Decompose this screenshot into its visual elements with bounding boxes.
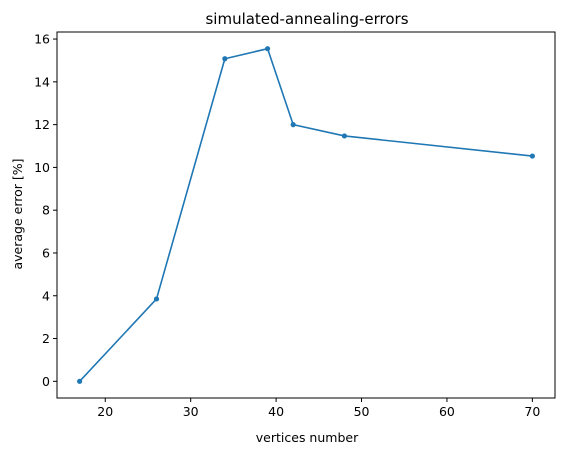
plot-frame (56, 31, 556, 399)
data-point (341, 133, 348, 139)
plot-area: 20 30 40 50 60 70 0 2 4 6 8 10 12 14 16 (34, 31, 556, 419)
y-tick-label: 6 (42, 245, 50, 260)
x-tick-label: 70 (524, 404, 540, 419)
data-point (153, 296, 160, 302)
x-tick-label: 50 (354, 404, 370, 419)
x-tick-label: 20 (97, 404, 113, 419)
x-axis-label: vertices number (256, 430, 359, 445)
y-axis: 0 2 4 6 8 10 12 14 16 (34, 32, 57, 389)
y-tick-label: 14 (34, 74, 50, 89)
chart-title: simulated-annealing-errors (205, 10, 408, 28)
y-tick-label: 10 (34, 160, 50, 175)
y-tick-label: 12 (34, 117, 50, 132)
x-tick-label: 30 (183, 404, 199, 419)
series-group (77, 46, 535, 384)
y-tick-label: 2 (42, 331, 50, 346)
y-tick-label: 4 (42, 288, 50, 303)
data-point (77, 378, 83, 384)
y-tick-label: 8 (42, 203, 50, 218)
y-tick-label: 16 (34, 32, 50, 47)
y-tick-label: 0 (42, 374, 50, 389)
data-point (529, 153, 535, 159)
data-point (264, 46, 271, 52)
x-tick-label: 60 (439, 404, 455, 419)
data-point (290, 122, 296, 128)
x-tick-label: 40 (268, 404, 284, 419)
x-axis: 20 30 40 50 60 70 (97, 398, 540, 419)
y-axis-label: average error [%] (10, 158, 25, 269)
data-point (222, 56, 228, 62)
